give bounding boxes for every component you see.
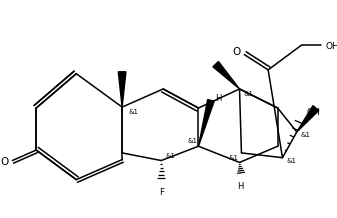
Polygon shape xyxy=(198,100,214,146)
Polygon shape xyxy=(118,72,126,107)
Polygon shape xyxy=(297,106,319,132)
Text: &1: &1 xyxy=(187,138,197,145)
Text: OH: OH xyxy=(325,41,337,51)
Text: OH: OH xyxy=(306,108,320,117)
Text: &1: &1 xyxy=(129,109,139,115)
Text: H: H xyxy=(237,182,244,191)
Text: O: O xyxy=(1,157,9,167)
Text: &1: &1 xyxy=(228,155,238,161)
Text: F: F xyxy=(159,189,164,198)
Text: &1: &1 xyxy=(243,91,253,97)
Text: &1: &1 xyxy=(286,158,296,164)
Polygon shape xyxy=(213,61,240,89)
Text: O: O xyxy=(233,47,241,57)
Text: &1: &1 xyxy=(165,153,175,159)
Text: &1: &1 xyxy=(301,132,311,138)
Text: H: H xyxy=(215,94,222,103)
